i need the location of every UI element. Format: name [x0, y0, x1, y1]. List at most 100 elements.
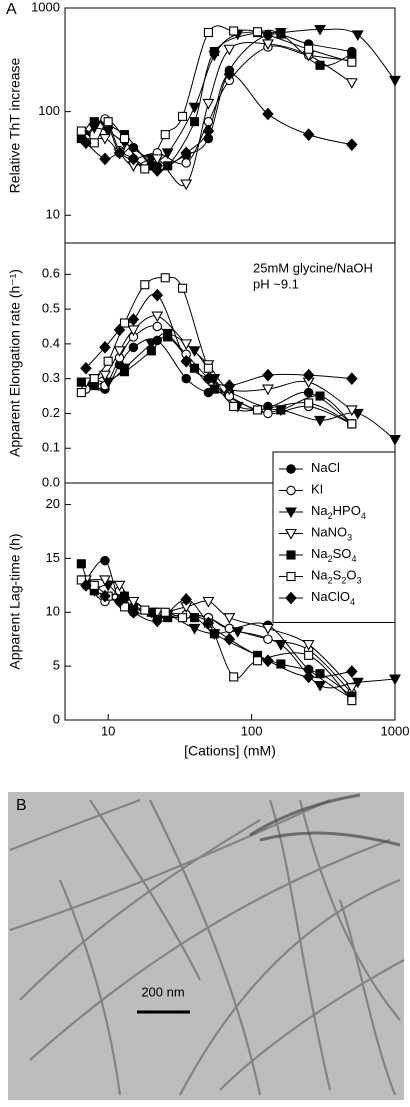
y-tick-label: 5	[53, 658, 60, 673]
marker	[314, 680, 326, 692]
marker	[252, 27, 263, 37]
marker	[99, 575, 111, 587]
marker	[80, 136, 92, 150]
marker	[128, 342, 139, 353]
marker	[252, 405, 263, 415]
marker	[229, 401, 239, 412]
marker	[113, 346, 126, 357]
marker	[347, 696, 357, 706]
marker	[180, 354, 192, 368]
marker	[188, 346, 201, 357]
marker	[209, 46, 219, 57]
marker	[209, 384, 219, 394]
marker	[346, 138, 358, 151]
legend-label: KI	[311, 482, 323, 497]
marker	[119, 602, 130, 612]
marker	[102, 377, 115, 389]
marker	[151, 614, 164, 628]
marker	[202, 98, 215, 110]
marker	[99, 589, 111, 603]
marker	[263, 30, 273, 40]
legend-marker	[286, 550, 296, 560]
marker	[276, 29, 286, 39]
marker	[163, 332, 173, 342]
marker	[99, 370, 111, 382]
marker	[315, 60, 325, 70]
y-axis-label: Apparent Lag-time (h)	[7, 533, 23, 669]
marker	[181, 158, 191, 168]
y-tick-label: 0.1	[42, 440, 60, 455]
marker	[261, 384, 274, 396]
marker	[151, 288, 164, 302]
marker	[99, 341, 111, 354]
y-tick-label: 0.5	[42, 301, 60, 316]
marker	[315, 669, 325, 679]
marker	[113, 595, 126, 608]
marker	[302, 368, 315, 382]
marker	[345, 405, 358, 417]
marker	[304, 44, 314, 54]
series-line	[85, 73, 352, 172]
plot-frame	[64, 242, 396, 484]
marker	[203, 116, 214, 127]
x-axis-label: [Cations] (mM)	[184, 743, 276, 759]
marker	[223, 632, 236, 646]
legend-marker	[286, 571, 296, 582]
marker	[223, 613, 236, 624]
marker	[151, 164, 164, 177]
legend-label: Na2S2O3	[311, 568, 361, 586]
marker	[223, 67, 236, 81]
marker	[223, 44, 236, 56]
annotation: pH ~9.1	[253, 276, 299, 291]
marker	[188, 623, 201, 635]
marker	[113, 323, 126, 337]
marker	[119, 318, 130, 328]
marker	[80, 579, 92, 592]
marker	[229, 26, 239, 36]
marker	[261, 39, 274, 51]
marker	[274, 640, 287, 651]
legend-box	[272, 451, 396, 623]
y-tick-label: 15	[46, 550, 60, 565]
marker	[140, 164, 150, 174]
legend-label: NaCl	[311, 460, 340, 475]
marker	[140, 605, 150, 615]
x-tick-label: 100	[241, 723, 263, 738]
marker	[160, 607, 170, 617]
marker	[177, 613, 188, 623]
marker	[224, 623, 235, 634]
x-tick-label: 1000	[381, 723, 410, 738]
marker	[314, 415, 326, 427]
marker	[202, 596, 215, 608]
marker	[276, 405, 286, 415]
marker	[203, 27, 213, 38]
marker	[180, 339, 193, 351]
y-axis-label: Apparent Elongation rate (h⁻¹)	[7, 269, 23, 457]
marker	[315, 391, 325, 401]
marker	[189, 363, 200, 373]
y-tick-label: 0.2	[42, 405, 60, 420]
marker	[351, 408, 364, 420]
y-tick-label: 0.6	[42, 266, 60, 281]
marker	[314, 24, 326, 36]
marker	[263, 408, 273, 419]
marker	[160, 273, 170, 283]
marker	[389, 674, 401, 686]
fibrils	[9, 798, 405, 1096]
marker	[346, 665, 358, 678]
legend-marker	[285, 507, 297, 519]
marker	[188, 102, 201, 114]
marker	[89, 117, 99, 127]
marker	[180, 146, 192, 160]
y-tick-label: 0.3	[42, 370, 60, 385]
marker	[351, 30, 364, 42]
marker	[103, 117, 113, 127]
marker	[231, 627, 244, 638]
marker	[389, 75, 401, 87]
marker	[302, 670, 315, 684]
marker	[262, 368, 274, 382]
marker	[252, 656, 263, 666]
marker	[347, 57, 357, 67]
marker	[146, 346, 156, 356]
